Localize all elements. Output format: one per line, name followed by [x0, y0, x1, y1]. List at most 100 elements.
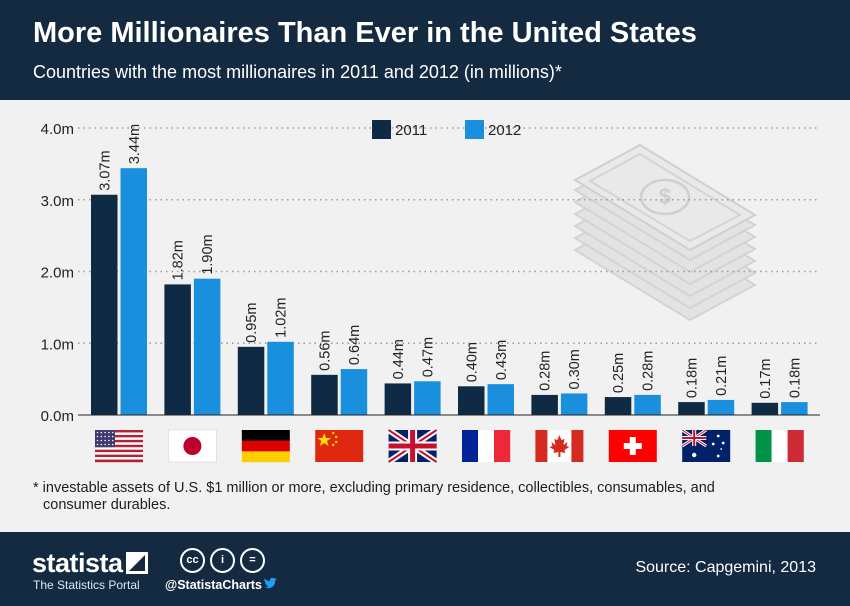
data-label-2011: 0.95m	[244, 303, 260, 343]
us-star	[104, 443, 106, 446]
bar-2011	[678, 402, 705, 415]
swiss-cross-horizontal	[623, 443, 642, 449]
chart-title: More Millionaires Than Ever in the Unite…	[33, 17, 697, 49]
us-stripe	[95, 447, 143, 450]
source-note: Source: Capgemini, 2013	[635, 559, 816, 576]
data-label-2012: 0.47m	[420, 337, 436, 377]
twitter-handle[interactable]: @StatistaCharts	[165, 578, 262, 592]
us-stripe	[95, 449, 143, 453]
us-stripe	[95, 457, 143, 460]
data-label-2012: 3.44m	[127, 124, 143, 164]
bill-border	[587, 152, 743, 243]
japan-flag-icon	[168, 429, 217, 463]
canada-flag-icon	[535, 430, 584, 462]
bar-2011	[91, 194, 118, 415]
us-star	[100, 431, 103, 434]
us-stripe	[95, 442, 143, 445]
money-stack-icon: $	[572, 143, 758, 322]
china-field	[315, 430, 364, 462]
us-star	[108, 435, 110, 438]
us-canton	[95, 430, 115, 448]
data-label-2012: 0.18m	[787, 358, 803, 398]
legend-label-2011: 2011	[395, 122, 427, 139]
data-label-2011: 0.18m	[684, 358, 700, 398]
uk-flag-icon	[386, 427, 439, 465]
data-label-2012: 0.21m	[714, 356, 730, 396]
china-small-star	[335, 440, 338, 444]
header: More Millionaires Than Ever in the Unite…	[0, 0, 850, 100]
us-star	[111, 443, 114, 446]
data-label-2012: 0.30m	[567, 349, 583, 389]
data-label-2012: 0.43m	[494, 340, 510, 380]
us-stripe	[95, 439, 143, 443]
bar-2011	[237, 346, 265, 415]
attribution-icon[interactable]: i	[210, 548, 235, 573]
china-small-star	[332, 431, 335, 435]
legend-swatch-2012	[465, 120, 484, 139]
bar-2012	[414, 381, 441, 415]
brand-tagline: The Statistics Portal	[33, 578, 140, 592]
y-tick-label: 4.0m	[41, 121, 74, 138]
license-icons[interactable]: cc i =	[180, 548, 270, 573]
data-label-2011: 3.07m	[97, 150, 113, 190]
no-derivatives-icon[interactable]: =	[240, 548, 265, 573]
y-tick-label: 3.0m	[41, 193, 74, 210]
switzerland-flag-icon	[608, 430, 657, 462]
data-label-2011: 0.56m	[317, 331, 333, 371]
footnote-line-1: * investable assets of U.S. $1 million o…	[33, 480, 715, 496]
bar-2012	[707, 399, 735, 415]
canada-band-right	[571, 430, 584, 462]
footnote-line-2: consumer durables.	[43, 497, 171, 513]
italy-band	[787, 430, 804, 462]
us-stripe	[95, 430, 143, 433]
data-label-2011: 0.17m	[758, 358, 774, 398]
data-label-2012: 1.90m	[200, 234, 216, 274]
germany-band	[241, 430, 290, 441]
canada-maple-leaf	[549, 435, 570, 457]
france-band	[494, 430, 511, 462]
bar-2012	[487, 384, 514, 415]
statista-logo-mark-icon	[126, 552, 148, 574]
china-flag-icon	[315, 430, 364, 462]
bar-2012	[120, 168, 147, 415]
australia-star	[716, 454, 720, 458]
data-label-2011: 0.44m	[391, 339, 407, 379]
australia-star	[720, 448, 723, 450]
us-star	[100, 443, 103, 446]
bar-2011	[311, 374, 338, 415]
us-star	[96, 435, 99, 438]
us-stripe	[95, 452, 143, 455]
germany-band	[241, 451, 290, 463]
bar-2012	[193, 278, 221, 415]
bar-2011	[458, 386, 485, 415]
us-star	[111, 435, 114, 438]
us-star	[111, 431, 114, 434]
twitter-bird-icon[interactable]	[263, 577, 278, 590]
bar-2011	[531, 394, 558, 415]
creative-commons-icon[interactable]: cc	[180, 548, 205, 573]
us-stripe	[95, 434, 143, 438]
y-tick-label: 1.0m	[41, 336, 74, 353]
italy-band	[755, 430, 772, 462]
data-label-2012: 0.64m	[347, 325, 363, 365]
france-flag-icon	[462, 430, 511, 462]
us-stripe	[95, 454, 143, 458]
dollar-sign: $	[659, 184, 671, 209]
us-stripe	[95, 444, 143, 448]
bar-2012	[781, 402, 808, 415]
chart-subtitle: Countries with the most millionaires in …	[33, 62, 562, 82]
bill-top	[572, 143, 758, 252]
australia-flag-icon	[681, 428, 731, 462]
italy-band	[771, 430, 788, 462]
bar-2012	[267, 341, 294, 415]
uk-cross-red	[388, 430, 437, 462]
data-label-2012: 1.02m	[274, 298, 290, 338]
us-star	[108, 443, 110, 446]
bar-2011	[751, 402, 779, 415]
y-tick-label: 0.0m	[41, 408, 74, 425]
us-stripe	[95, 437, 143, 441]
statista-logo[interactable]: statista	[32, 548, 123, 578]
bar-2011	[384, 383, 412, 415]
bar-2012	[560, 393, 588, 415]
